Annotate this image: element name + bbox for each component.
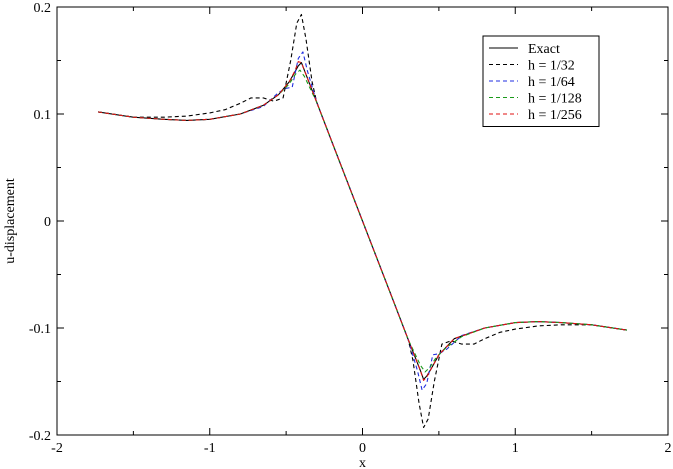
y-tick-label: -0.2 [29,429,51,444]
series-line-4 [98,61,627,381]
x-tick-label: -1 [204,441,216,456]
legend-label: h = 1/128 [528,92,582,107]
series-lines [98,13,627,429]
x-tick-label: -2 [51,441,63,456]
y-tick-label: 0.1 [34,108,52,123]
y-axis-label: u-displacement [3,178,18,264]
legend-label: Exact [528,42,560,57]
y-tick-label: -0.1 [29,322,51,337]
x-tick-label: 0 [359,441,366,456]
x-axis-label: x [359,456,366,469]
legend-label: h = 1/32 [528,59,575,74]
y-tick-label: 0.2 [34,1,52,16]
legend-box [482,35,600,127]
series-line-1 [98,13,627,429]
legend-label: h = 1/64 [528,75,575,90]
x-tick-label: 2 [665,441,672,456]
x-tick-label: 1 [512,441,519,456]
y-tick-label: 0 [44,215,51,230]
axis-ticks: -2 -1 0 1 2 -0.2 -0.1 0 0.1 0.2 [29,1,672,456]
legend-label: h = 1/256 [528,108,582,123]
